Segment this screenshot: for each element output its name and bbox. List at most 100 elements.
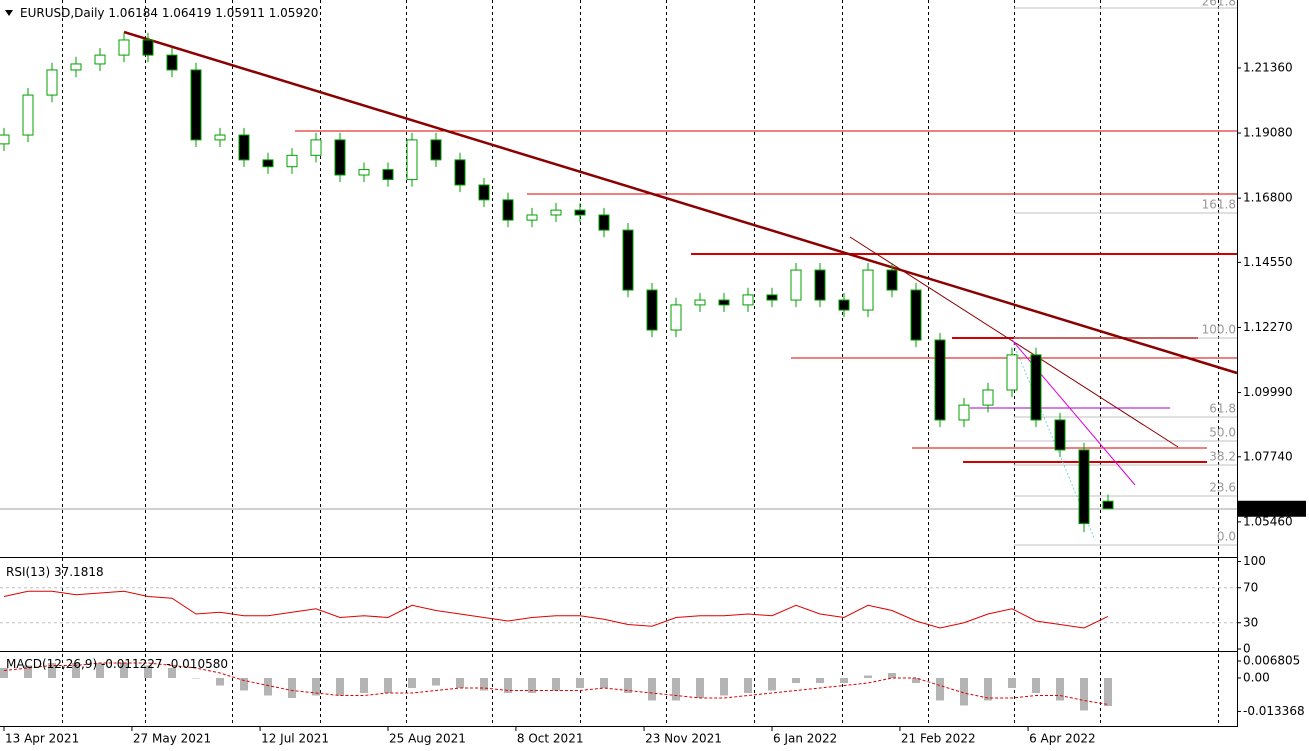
candle-body [838, 299, 850, 311]
candle-body [958, 404, 970, 421]
macd-bar [504, 678, 513, 693]
rsi-tick-label: 0 [1243, 642, 1251, 656]
candle-body [382, 169, 394, 181]
menu-arrow[interactable] [5, 10, 13, 16]
fib-label: 261.8 [1202, 0, 1236, 9]
candle-body [1006, 354, 1018, 391]
candle-body [430, 139, 442, 161]
macd-bar [936, 678, 945, 701]
candle-body [1030, 354, 1042, 421]
candle-body [1054, 419, 1066, 451]
candle-body [118, 39, 130, 56]
rsi-value: 37.1818 [54, 565, 104, 579]
y-tick-label: 1.19080 [1243, 126, 1293, 140]
y-tick-label: 1.07740 [1243, 449, 1293, 463]
rsi-line [3, 590, 1109, 629]
x-tick-label: 6 Jan 2022 [773, 732, 837, 746]
macd-bar [840, 678, 849, 683]
candle-body [934, 339, 946, 421]
price-box [1238, 500, 1306, 517]
macd-bar [744, 678, 753, 693]
macd-bar [1104, 678, 1113, 707]
x-tick-label: 13 Apr 2021 [5, 732, 79, 746]
x-tick-label: 12 Jul 2021 [261, 732, 329, 746]
macd-bar [888, 673, 897, 678]
x-tick-label: 27 May 2021 [133, 732, 211, 746]
macd-tick-label: 0.00 [1243, 671, 1270, 685]
fib-labels: 261.8 161.8 100.0 61.8 50.0 38.2 23.6 0.… [1202, 0, 1236, 544]
signal-line [3, 662, 1109, 705]
candle-body [910, 289, 922, 341]
candle-body [670, 304, 682, 331]
macd-bar [576, 678, 585, 688]
x-tick-label: 21 Feb 2022 [901, 732, 976, 746]
candle-body [334, 139, 346, 176]
fib-label: 38.2 [1209, 450, 1236, 464]
macd-bar [648, 678, 657, 701]
candle-body [166, 54, 178, 71]
macd-bar [0, 668, 9, 678]
rsi-tick-label: 30 [1243, 615, 1258, 629]
candle-body [742, 294, 754, 306]
macd-bar [480, 678, 489, 691]
candle-body [1078, 449, 1090, 525]
candle-body [142, 39, 154, 56]
macd-bar [456, 678, 465, 688]
macd-bar [696, 678, 705, 698]
macd-tick-label: -0.013368 [1243, 704, 1305, 718]
macd-bar [984, 678, 993, 701]
candle-body [862, 269, 874, 311]
macd-bar [240, 678, 249, 691]
fib-levels [1014, 7, 1237, 546]
candle-body [550, 209, 562, 216]
y-tick-label: 1.12270 [1243, 320, 1293, 334]
macd-bar [408, 678, 417, 688]
high-value: 1.06419 [162, 6, 212, 20]
candle-body [310, 139, 322, 156]
candle-body [502, 199, 514, 221]
macd-bar [288, 678, 297, 698]
macd-bar [312, 678, 321, 696]
macd-bar [168, 668, 177, 678]
macd-title: MACD(12,26,9) [6, 657, 97, 671]
candle-body [46, 69, 58, 96]
macd-bar [192, 678, 201, 679]
candle-body [718, 299, 730, 306]
macd-bar [768, 678, 777, 691]
macd-bar [24, 665, 33, 678]
macd-bar [720, 678, 729, 696]
rsi-tick-label: 70 [1243, 580, 1258, 594]
candle-body [190, 69, 202, 141]
candle-body [358, 169, 370, 176]
trend-line [123, 30, 1238, 375]
candle-body [406, 139, 418, 181]
macd-bar [792, 678, 801, 683]
macd-bar [216, 678, 225, 686]
macd-bar [360, 678, 369, 693]
rsi-title: RSI(13) [6, 565, 50, 579]
macd-bar [1032, 678, 1041, 693]
macd-bar [336, 678, 345, 696]
candle-body [0, 134, 10, 145]
x-tick-label: 6 Apr 2022 [1029, 732, 1096, 746]
macd-bar [624, 678, 633, 693]
macd-bar [264, 678, 273, 696]
rsi-header: RSI(13) 37.1818 [6, 565, 104, 579]
fib-label: 0.0 [1217, 530, 1236, 544]
macd-bar [1056, 678, 1065, 701]
macd-value: -0.011227 [101, 657, 163, 671]
macd-bar [864, 675, 873, 678]
fib-label: 23.6 [1209, 481, 1236, 495]
macd-bar [528, 678, 537, 693]
candle-body [286, 154, 298, 168]
candle-body [694, 299, 706, 306]
candle-body [94, 54, 106, 65]
x-tick-label: 25 Aug 2021 [389, 732, 466, 746]
candle-body [646, 289, 658, 331]
macd-bar [432, 678, 441, 686]
fib-label: 100.0 [1202, 323, 1236, 337]
macd-bar [48, 663, 57, 678]
macd-bar [552, 678, 561, 691]
y-tick-label: 1.21360 [1243, 60, 1293, 74]
